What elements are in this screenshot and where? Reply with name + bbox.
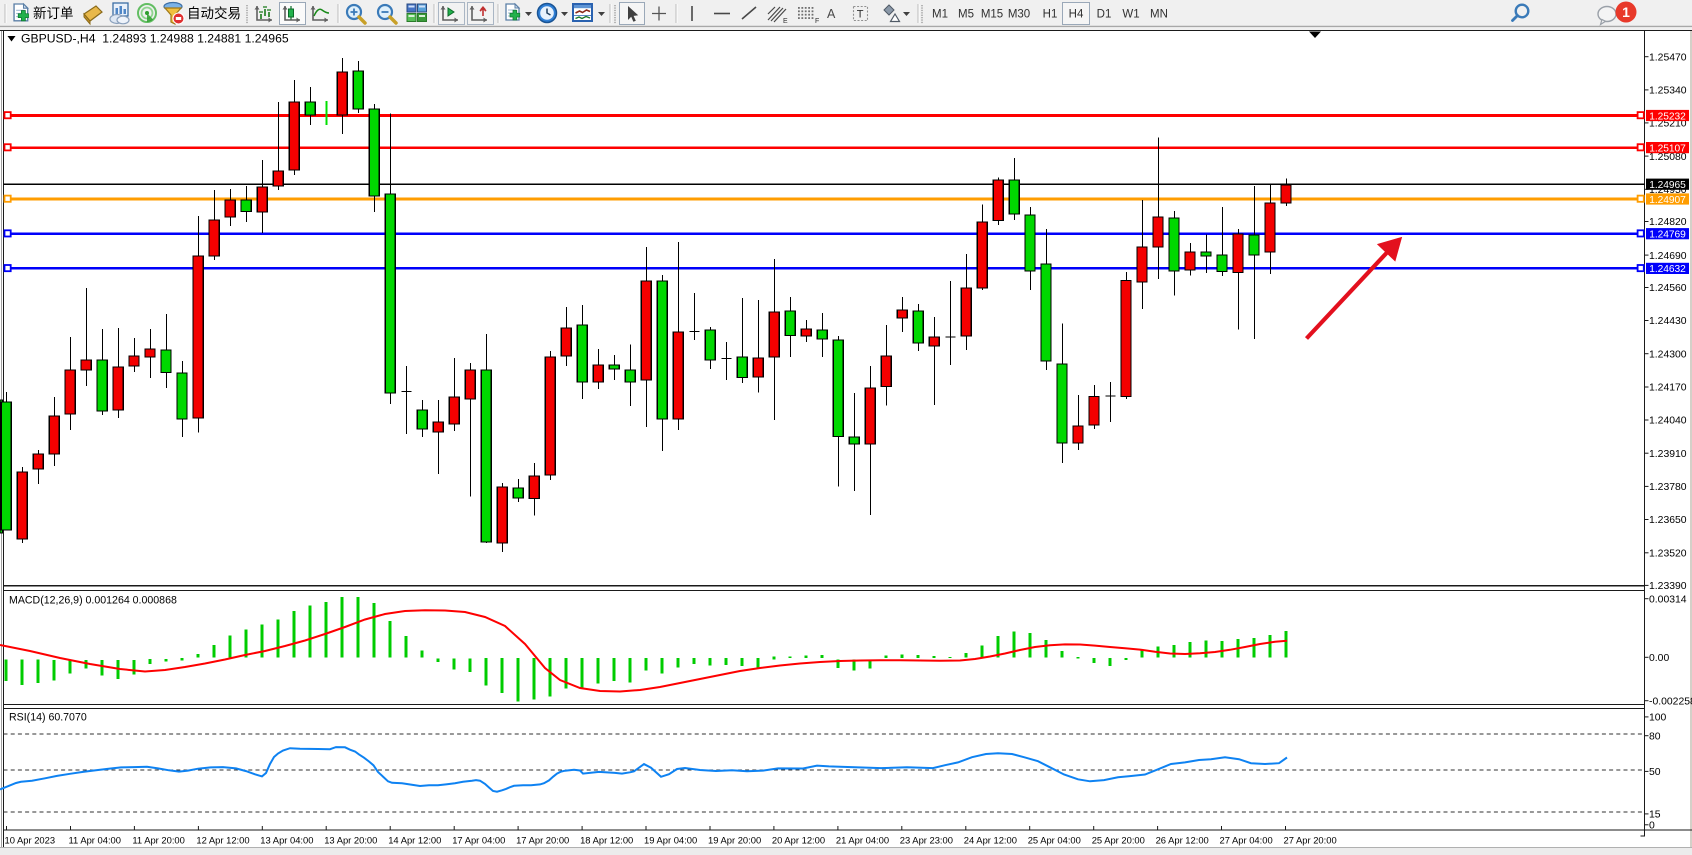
svg-text:-0.002258: -0.002258: [1649, 696, 1692, 707]
svg-text:24 Apr 12:00: 24 Apr 12:00: [964, 835, 1017, 846]
svg-text:25 Apr 20:00: 25 Apr 20:00: [1092, 835, 1145, 846]
svg-text:1.23390: 1.23390: [1649, 581, 1687, 592]
svg-text:13 Apr 20:00: 13 Apr 20:00: [324, 835, 377, 846]
svg-text:1.24820: 1.24820: [1649, 217, 1687, 228]
svg-text:17 Apr 04:00: 17 Apr 04:00: [452, 835, 505, 846]
svg-text:1.24769: 1.24769: [1649, 230, 1686, 241]
svg-text:21 Apr 04:00: 21 Apr 04:00: [836, 835, 889, 846]
svg-text:19 Apr 20:00: 19 Apr 20:00: [708, 835, 761, 846]
svg-text:1.23650: 1.23650: [1649, 515, 1687, 526]
svg-text:27 Apr 20:00: 27 Apr 20:00: [1284, 835, 1337, 846]
svg-text:M30: M30: [1008, 9, 1030, 21]
svg-text:1.24632: 1.24632: [1649, 264, 1686, 275]
svg-text:23 Apr 23:00: 23 Apr 23:00: [900, 835, 953, 846]
svg-text:E: E: [783, 18, 788, 25]
svg-text:18 Apr 12:00: 18 Apr 12:00: [580, 835, 633, 846]
svg-text:1: 1: [1622, 4, 1630, 20]
svg-text:A: A: [827, 7, 836, 21]
svg-text:0.00: 0.00: [1649, 653, 1669, 664]
svg-text:1.24690: 1.24690: [1649, 251, 1687, 262]
svg-text:1.25340: 1.25340: [1649, 86, 1687, 97]
svg-text:1.25107: 1.25107: [1649, 143, 1686, 154]
svg-text:15: 15: [1649, 810, 1661, 821]
svg-text:1.24040: 1.24040: [1649, 416, 1687, 427]
svg-text:1.24170: 1.24170: [1649, 383, 1687, 394]
svg-text:20 Apr 12:00: 20 Apr 12:00: [772, 835, 825, 846]
svg-text:新订单: 新订单: [33, 6, 74, 21]
svg-text:10 Apr 2023: 10 Apr 2023: [5, 835, 56, 846]
svg-text:19 Apr 04:00: 19 Apr 04:00: [644, 835, 697, 846]
svg-text:F: F: [815, 18, 819, 25]
svg-text:M15: M15: [981, 9, 1003, 21]
svg-text:1.24560: 1.24560: [1649, 283, 1687, 294]
svg-text:自动交易: 自动交易: [187, 5, 241, 21]
svg-text:100: 100: [1649, 713, 1667, 724]
svg-text:1.23910: 1.23910: [1649, 449, 1687, 460]
svg-text:1.23520: 1.23520: [1649, 549, 1687, 560]
svg-text:1.24907: 1.24907: [1649, 195, 1686, 206]
svg-text:0: 0: [1649, 821, 1655, 832]
svg-text:D1: D1: [1097, 9, 1112, 21]
svg-text:1.23780: 1.23780: [1649, 482, 1687, 493]
svg-text:25 Apr 04:00: 25 Apr 04:00: [1028, 835, 1081, 846]
svg-text:1.25232: 1.25232: [1649, 111, 1686, 122]
svg-text:1.25080: 1.25080: [1649, 152, 1687, 163]
svg-text:1.25470: 1.25470: [1649, 52, 1687, 63]
svg-text:1.25210: 1.25210: [1649, 119, 1687, 130]
svg-text:0.00314: 0.00314: [1649, 594, 1687, 605]
svg-text:17 Apr 20:00: 17 Apr 20:00: [516, 835, 569, 846]
svg-text:80: 80: [1649, 731, 1661, 742]
svg-text:11 Apr 04:00: 11 Apr 04:00: [69, 835, 121, 846]
svg-text:1.24950: 1.24950: [1649, 185, 1687, 196]
svg-text:MN: MN: [1150, 9, 1168, 21]
svg-text:1.24965: 1.24965: [1649, 180, 1686, 191]
svg-text:MACD(12,26,9) 0.001264 0.00086: MACD(12,26,9) 0.001264 0.000868: [9, 594, 177, 606]
svg-text:W1: W1: [1122, 9, 1139, 21]
svg-text:M5: M5: [958, 9, 974, 21]
svg-text:RSI(14) 60.7070: RSI(14) 60.7070: [9, 712, 87, 724]
svg-text:50: 50: [1649, 767, 1661, 778]
svg-text:26 Apr 12:00: 26 Apr 12:00: [1156, 835, 1209, 846]
svg-text:27 Apr 04:00: 27 Apr 04:00: [1220, 835, 1273, 846]
svg-text:1.24430: 1.24430: [1649, 316, 1687, 327]
svg-text:12 Apr 12:00: 12 Apr 12:00: [196, 835, 249, 846]
svg-text:H4: H4: [1069, 9, 1084, 21]
svg-text:H1: H1: [1043, 9, 1058, 21]
svg-text:GBPUSD-,H4 1.24893 1.24988 1.: GBPUSD-,H4 1.24893 1.24988 1.24881 1.249…: [21, 31, 289, 45]
svg-text:11 Apr 20:00: 11 Apr 20:00: [132, 835, 184, 846]
svg-text:1.24300: 1.24300: [1649, 349, 1687, 360]
svg-text:13 Apr 04:00: 13 Apr 04:00: [260, 835, 313, 846]
svg-text:M1: M1: [932, 9, 948, 21]
svg-text:T: T: [857, 9, 864, 21]
svg-text:14 Apr 12:00: 14 Apr 12:00: [388, 835, 441, 846]
